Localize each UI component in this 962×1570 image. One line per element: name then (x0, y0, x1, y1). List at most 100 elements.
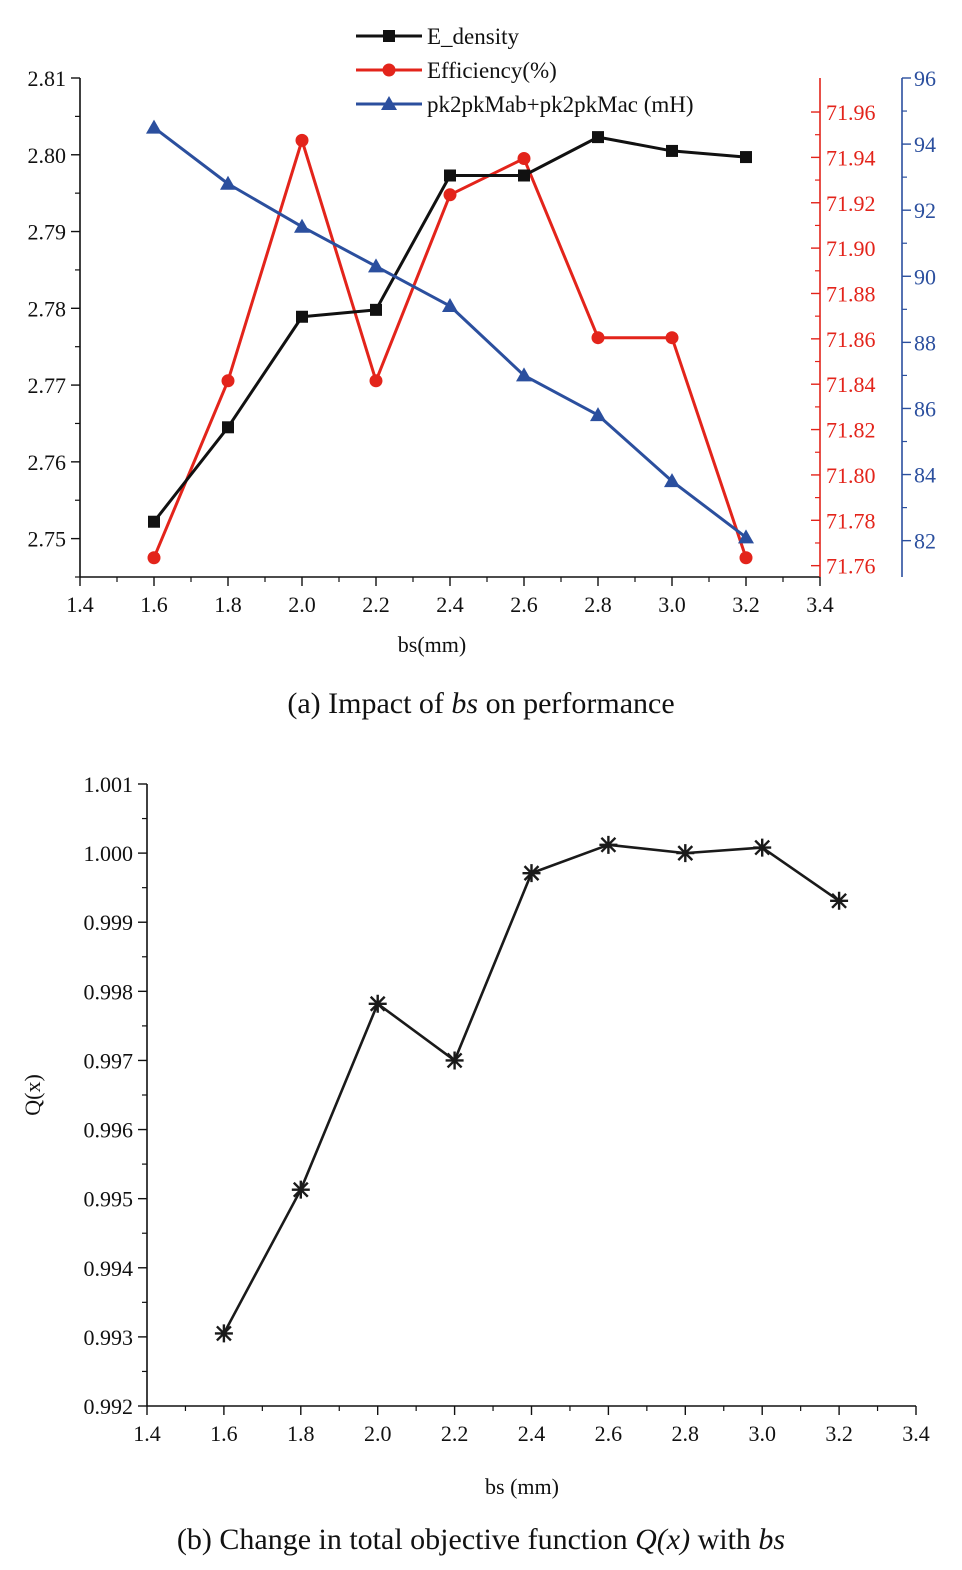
data-point-series-1 (592, 131, 604, 144)
efficiency-tick-label: 71.96 (826, 100, 876, 125)
left-y-tick-label: 2.79 (28, 220, 67, 245)
x-tick-label: 1.4 (133, 1421, 161, 1446)
legend-marker (381, 96, 397, 110)
x-tick-label: 2.4 (436, 592, 464, 617)
efficiency-tick-label: 71.90 (826, 236, 876, 261)
data-point-series-2 (221, 374, 235, 388)
y-tick-label: 0.996 (84, 1118, 134, 1143)
data-point (445, 1051, 464, 1070)
x-tick-label: 3.2 (732, 592, 760, 617)
x-tick-label: 2.8 (672, 1421, 700, 1446)
y-tick-label: 1.000 (84, 841, 134, 866)
legend-label: pk2pkMab+pk2pkMac (mH) (427, 92, 694, 117)
y-tick-label: 0.995 (84, 1187, 134, 1212)
data-point-series-2 (739, 551, 753, 565)
x-axis-label: bs(mm) (398, 632, 466, 657)
data-point (753, 838, 772, 857)
left-y-tick-label: 2.75 (28, 527, 67, 552)
left-y-tick-label: 2.80 (28, 143, 67, 168)
data-point (214, 1324, 233, 1343)
data-point-series-3 (590, 407, 606, 422)
data-point-series-3 (146, 119, 162, 134)
x-tick-label: 1.4 (66, 592, 94, 617)
left-y-tick-label: 2.78 (28, 296, 67, 321)
x-tick-label: 2.2 (362, 592, 390, 617)
data-point-series-1 (370, 303, 382, 316)
data-point (830, 891, 849, 910)
efficiency-tick-label: 71.84 (826, 372, 876, 397)
inductance-tick-label: 86 (914, 396, 936, 421)
data-point-series-3 (220, 175, 236, 190)
caption-a: (a) Impact of bs on performance (287, 687, 674, 720)
y-axis-label: Q(x) (20, 1074, 45, 1116)
x-axis-label: bs (mm) (485, 1474, 559, 1499)
data-point (368, 994, 387, 1013)
efficiency-tick-label: 71.78 (826, 508, 876, 533)
efficiency-tick-label: 71.82 (826, 418, 876, 443)
x-tick-label: 1.6 (140, 592, 168, 617)
legend-marker (382, 63, 396, 77)
data-point-series-2 (517, 152, 531, 166)
series-line (222, 843, 840, 1335)
left-y-tick-label: 2.76 (28, 450, 67, 475)
legend-marker (383, 30, 395, 42)
caption-b: (b) Change in total objective function Q… (177, 1523, 785, 1556)
inductance-tick-label: 84 (914, 463, 936, 488)
y-tick-label: 0.997 (84, 1048, 134, 1073)
efficiency-tick-label: 71.94 (826, 145, 876, 170)
y-tick-label: 1.001 (84, 772, 134, 797)
data-point-series-3 (368, 258, 384, 273)
data-point-series-2 (295, 133, 309, 147)
efficiency-tick-label: 71.80 (826, 463, 876, 488)
inductance-tick-label: 96 (914, 66, 936, 91)
data-point-series-3 (738, 529, 754, 544)
inductance-tick-label: 88 (914, 330, 936, 355)
inductance-tick-label: 82 (914, 529, 936, 554)
data-point-series-2 (591, 331, 605, 345)
efficiency-tick-label: 71.92 (826, 191, 876, 216)
data-point-series-1 (222, 421, 234, 434)
legend-label: E_density (427, 24, 519, 49)
data-point-series-3 (294, 218, 310, 233)
data-point (599, 835, 618, 854)
data-point-series-1 (444, 169, 456, 182)
data-point (676, 844, 695, 863)
data-point-series-2 (369, 374, 383, 388)
legend-label: Efficiency(%) (427, 58, 557, 83)
y-tick-label: 0.992 (84, 1394, 134, 1419)
x-tick-label: 3.0 (748, 1421, 776, 1446)
data-point-series-1 (518, 169, 530, 182)
inductance-tick-label: 92 (914, 198, 936, 223)
data-point-series-1 (740, 151, 752, 164)
data-point-series-1 (148, 515, 160, 528)
x-tick-label: 3.4 (902, 1421, 930, 1446)
y-tick-label: 0.999 (84, 910, 134, 935)
x-tick-label: 1.8 (287, 1421, 315, 1446)
inductance-tick-label: 90 (914, 264, 936, 289)
efficiency-tick-label: 71.76 (826, 554, 876, 579)
x-tick-label: 2.0 (288, 592, 316, 617)
efficiency-tick-label: 71.86 (826, 327, 876, 352)
x-tick-label: 2.6 (510, 592, 538, 617)
data-point (291, 1180, 310, 1199)
data-point-series-2 (665, 331, 679, 345)
x-tick-label: 3.4 (806, 592, 834, 617)
y-tick-label: 0.998 (84, 979, 134, 1004)
chart-a: 1.4 1.6 1.8 2.0 2.2 2.4 2.6 2.8 3.0 3.2 3.4 bs(mm) 2… (28, 24, 937, 720)
x-tick-label: 2.2 (441, 1421, 469, 1446)
x-tick-label: 3.0 (658, 592, 686, 617)
x-tick-label: 2.6 (595, 1421, 623, 1446)
left-y-tick-label: 2.77 (28, 373, 67, 398)
x-tick-label: 2.4 (518, 1421, 546, 1446)
x-tick-label: 2.8 (584, 592, 612, 617)
x-tick-label: 2.0 (364, 1421, 392, 1446)
data-point-series-3 (664, 473, 680, 488)
left-y-tick-label: 2.81 (28, 66, 67, 91)
data-point-series-3 (516, 367, 532, 382)
data-point (522, 864, 541, 883)
series-line-2 (152, 138, 748, 559)
data-point-series-1 (296, 310, 308, 323)
data-point-series-2 (147, 551, 161, 565)
y-tick-label: 0.994 (84, 1256, 134, 1281)
